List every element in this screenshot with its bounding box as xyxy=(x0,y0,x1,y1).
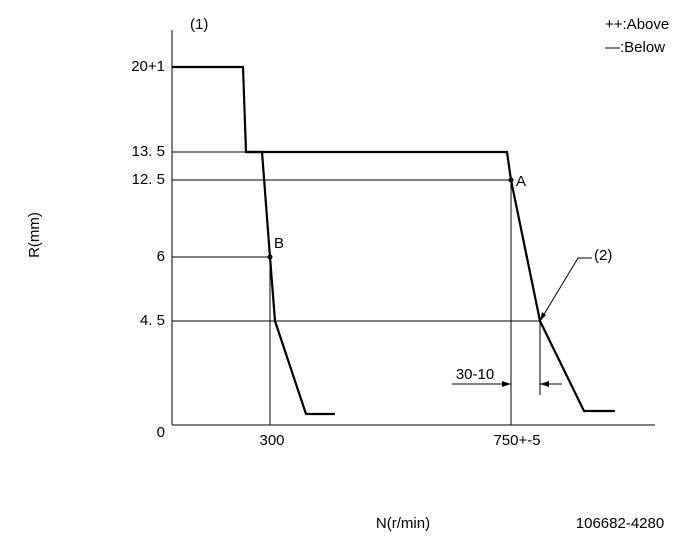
dimension-label: 30-10 xyxy=(456,366,494,383)
legend-above: ++:Above xyxy=(605,16,669,33)
x-title: N(r/min) xyxy=(376,515,430,532)
x-label: 750+-5 xyxy=(493,432,540,449)
y-title: R(mm) xyxy=(26,212,43,258)
y-label: 6 xyxy=(157,248,165,265)
arrowhead xyxy=(540,312,546,321)
marker: (1) xyxy=(190,16,208,33)
y-label: 13. 5 xyxy=(132,143,165,160)
legend-below: —:Below xyxy=(605,39,665,56)
point-a xyxy=(508,177,514,183)
drawing-code: 106682-4280 xyxy=(576,515,664,532)
y-label: 4. 5 xyxy=(140,312,165,329)
callout-label: (2) xyxy=(594,247,612,264)
leader xyxy=(539,257,592,322)
curve xyxy=(172,65,335,416)
y-label: 0 xyxy=(157,424,165,441)
arrowhead xyxy=(540,381,549,387)
point-label: B xyxy=(274,235,284,252)
y-label: 12. 5 xyxy=(132,171,165,188)
arrowhead xyxy=(502,381,511,387)
x-label: 300 xyxy=(259,432,284,449)
curve xyxy=(246,150,615,413)
point-b xyxy=(267,254,273,260)
y-label: 20+1 xyxy=(131,58,165,75)
point-label: A xyxy=(516,173,526,190)
